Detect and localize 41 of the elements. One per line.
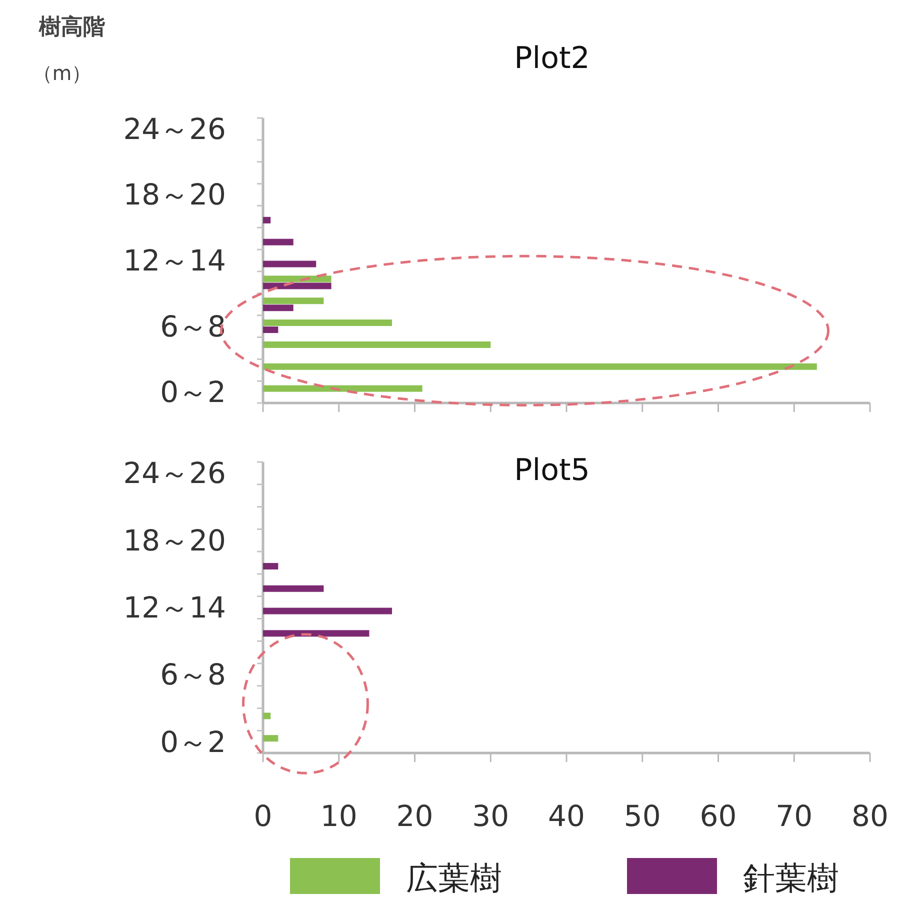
bar — [263, 363, 817, 370]
y-tick-label: 12～14 — [123, 244, 226, 278]
bar — [263, 326, 278, 334]
x-tick-label: 20 — [396, 799, 434, 833]
bar — [263, 238, 294, 246]
chart-title: Plot5 — [514, 453, 590, 488]
y-tick-label: 18～20 — [123, 178, 226, 212]
y-tick-label: 6～8 — [160, 658, 226, 692]
legend-label: 広葉樹 — [406, 859, 502, 897]
bar — [263, 260, 316, 268]
bar — [263, 304, 294, 312]
bar — [263, 276, 332, 282]
x-tick-label: 40 — [548, 799, 585, 833]
legend-label: 針葉樹 — [743, 859, 839, 897]
bar — [263, 608, 392, 614]
x-tick-label: 80 — [852, 799, 888, 833]
bar — [263, 320, 392, 326]
x-tick-label: 10 — [320, 799, 358, 833]
y-tick-label: 24～26 — [123, 112, 226, 146]
bar — [263, 298, 324, 304]
bar — [263, 630, 370, 637]
bar — [263, 585, 324, 592]
bar — [263, 341, 491, 348]
y-tick-label: 0～2 — [160, 724, 226, 759]
bar — [263, 282, 332, 290]
bar — [263, 385, 422, 392]
chart-title: Plot2 — [514, 41, 590, 76]
x-tick-label: 50 — [624, 799, 661, 833]
bar — [263, 562, 278, 570]
y-axis-title: 樹高階（m） — [32, 14, 106, 85]
x-tick-label: 30 — [472, 799, 510, 833]
x-tick-label: 70 — [776, 799, 813, 833]
bar — [263, 712, 271, 720]
x-tick-label: 60 — [700, 799, 737, 833]
x-tick-label: 0 — [254, 799, 272, 833]
y-tick-label: 0～2 — [160, 375, 226, 410]
bar — [263, 735, 278, 742]
y-tick-label: 24～26 — [123, 456, 226, 490]
y-tick-label: 12～14 — [123, 590, 226, 624]
y-tick-label: 18～20 — [123, 523, 226, 558]
bar — [263, 216, 271, 224]
